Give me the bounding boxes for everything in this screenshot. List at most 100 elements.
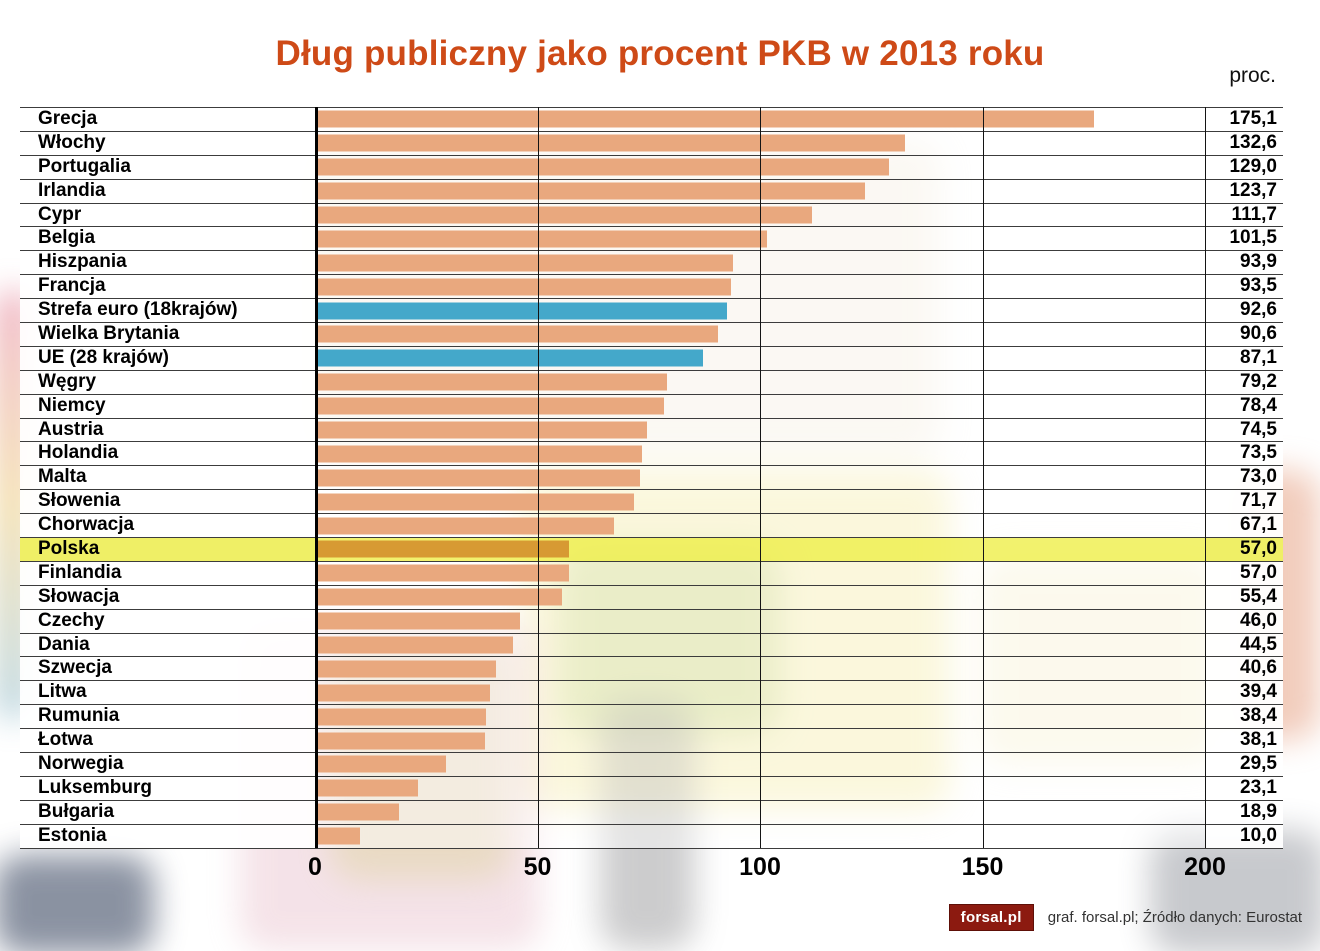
country-label: Niemcy bbox=[20, 394, 315, 418]
country-label: Litwa bbox=[20, 681, 315, 705]
value-label: 73,5 bbox=[1205, 442, 1283, 466]
bar bbox=[315, 564, 569, 582]
table-row: Irlandia 123,7 bbox=[20, 178, 1283, 203]
country-label: Luksemburg bbox=[20, 776, 315, 800]
footer: forsal.pl graf. forsal.pl; Źródło danych… bbox=[948, 904, 1302, 931]
bar bbox=[315, 182, 866, 200]
value-label: 18,9 bbox=[1205, 800, 1283, 824]
country-label: Irlandia bbox=[20, 179, 315, 203]
bar bbox=[315, 517, 614, 535]
bar bbox=[315, 206, 813, 224]
table-row: Luksemburg 23,1 bbox=[20, 775, 1283, 800]
country-label: Austria bbox=[20, 418, 315, 442]
bar-track bbox=[315, 108, 1205, 131]
value-label: 10,0 bbox=[1205, 824, 1283, 848]
bar-track bbox=[315, 227, 1205, 251]
background-photo-blob bbox=[980, 555, 1220, 765]
background-photo-blob bbox=[1150, 830, 1320, 951]
x-tick-label: 100 bbox=[739, 853, 781, 881]
table-row: Włochy 132,6 bbox=[20, 130, 1283, 155]
bar bbox=[315, 302, 728, 320]
value-label: 101,5 bbox=[1205, 227, 1283, 251]
x-tick-label: 150 bbox=[961, 853, 1004, 881]
table-row: Słowenia 71,7 bbox=[20, 489, 1283, 514]
value-label: 38,1 bbox=[1205, 729, 1283, 753]
bar bbox=[315, 397, 664, 415]
bar-track bbox=[315, 824, 1205, 848]
country-label: Hiszpania bbox=[20, 251, 315, 275]
bar bbox=[315, 469, 640, 487]
bar-track bbox=[315, 609, 1205, 633]
table-row: Norwegia 29,5 bbox=[20, 752, 1283, 776]
bar-track bbox=[315, 753, 1205, 776]
bar-track bbox=[315, 370, 1205, 394]
bar-track bbox=[315, 299, 1205, 323]
value-label: 87,1 bbox=[1205, 346, 1283, 370]
table-row: Niemcy 78,4 bbox=[20, 393, 1283, 418]
value-label: 38,4 bbox=[1205, 705, 1283, 729]
bar bbox=[315, 636, 514, 654]
table-row: UE (28 krajów) 87,1 bbox=[20, 345, 1283, 370]
table-row: Portugalia 129,0 bbox=[20, 154, 1283, 179]
value-label: 92,6 bbox=[1205, 299, 1283, 323]
bar-track bbox=[315, 179, 1205, 203]
bar-track bbox=[315, 633, 1205, 657]
value-label: 57,0 bbox=[1205, 538, 1283, 561]
bar bbox=[315, 612, 520, 630]
bar-track bbox=[315, 561, 1205, 585]
background-photo-blob bbox=[0, 855, 154, 951]
country-label: Grecja bbox=[20, 108, 315, 131]
x-tick-label: 0 bbox=[308, 853, 322, 881]
table-row: Strefa euro (18krajów) 92,6 bbox=[20, 298, 1283, 323]
bar-track bbox=[315, 681, 1205, 705]
value-label: 93,9 bbox=[1205, 251, 1283, 275]
table-row: Dania 44,5 bbox=[20, 632, 1283, 657]
bar bbox=[315, 110, 1095, 128]
table-row: Szwecja 40,6 bbox=[20, 656, 1283, 681]
table-row: Wielka Brytania 90,6 bbox=[20, 322, 1283, 346]
table-row: Słowacja 55,4 bbox=[20, 584, 1283, 609]
unit-label: proc. bbox=[1229, 64, 1276, 87]
table-row: Litwa 39,4 bbox=[20, 680, 1283, 705]
bar-track bbox=[315, 657, 1205, 681]
country-label: Estonia bbox=[20, 824, 315, 848]
forsal-logo: forsal.pl bbox=[948, 904, 1034, 931]
value-label: 55,4 bbox=[1205, 585, 1283, 609]
bar bbox=[315, 803, 400, 821]
value-label: 132,6 bbox=[1205, 131, 1283, 155]
bar-track bbox=[315, 776, 1205, 800]
bar bbox=[315, 230, 767, 248]
country-label: Bułgaria bbox=[20, 800, 315, 824]
table-row: Francja 93,5 bbox=[20, 274, 1283, 299]
value-label: 78,4 bbox=[1205, 394, 1283, 418]
value-label: 111,7 bbox=[1205, 203, 1283, 227]
value-label: 39,4 bbox=[1205, 681, 1283, 705]
table-row: Finlandia 57,0 bbox=[20, 560, 1283, 585]
bar-track bbox=[315, 490, 1205, 514]
value-label: 40,6 bbox=[1205, 657, 1283, 681]
country-label: Belgia bbox=[20, 227, 315, 251]
bar-track bbox=[315, 155, 1205, 179]
country-label: Łotwa bbox=[20, 729, 315, 753]
bar bbox=[315, 158, 890, 176]
bar-track bbox=[315, 203, 1205, 227]
bar-track bbox=[315, 346, 1205, 370]
bar bbox=[315, 827, 360, 845]
country-label: Holandia bbox=[20, 442, 315, 466]
value-label: 67,1 bbox=[1205, 514, 1283, 538]
bar bbox=[315, 588, 562, 606]
bar bbox=[315, 325, 719, 343]
country-label: Finlandia bbox=[20, 561, 315, 585]
value-label: 74,5 bbox=[1205, 418, 1283, 442]
country-label: Węgry bbox=[20, 370, 315, 394]
background-photo-blob bbox=[600, 700, 695, 950]
source-credit: graf. forsal.pl; Źródło danych: Eurostat bbox=[1047, 909, 1302, 926]
bar bbox=[315, 254, 733, 272]
bar bbox=[315, 278, 732, 296]
value-label: 79,2 bbox=[1205, 370, 1283, 394]
country-label: Wielka Brytania bbox=[20, 323, 315, 346]
table-row: Bułgaria 18,9 bbox=[20, 799, 1283, 824]
country-label: Francja bbox=[20, 275, 315, 299]
bar-chart: Grecja 175,1 Włochy 132,6 Portugalia 129… bbox=[20, 107, 1283, 849]
country-label: Dania bbox=[20, 633, 315, 657]
